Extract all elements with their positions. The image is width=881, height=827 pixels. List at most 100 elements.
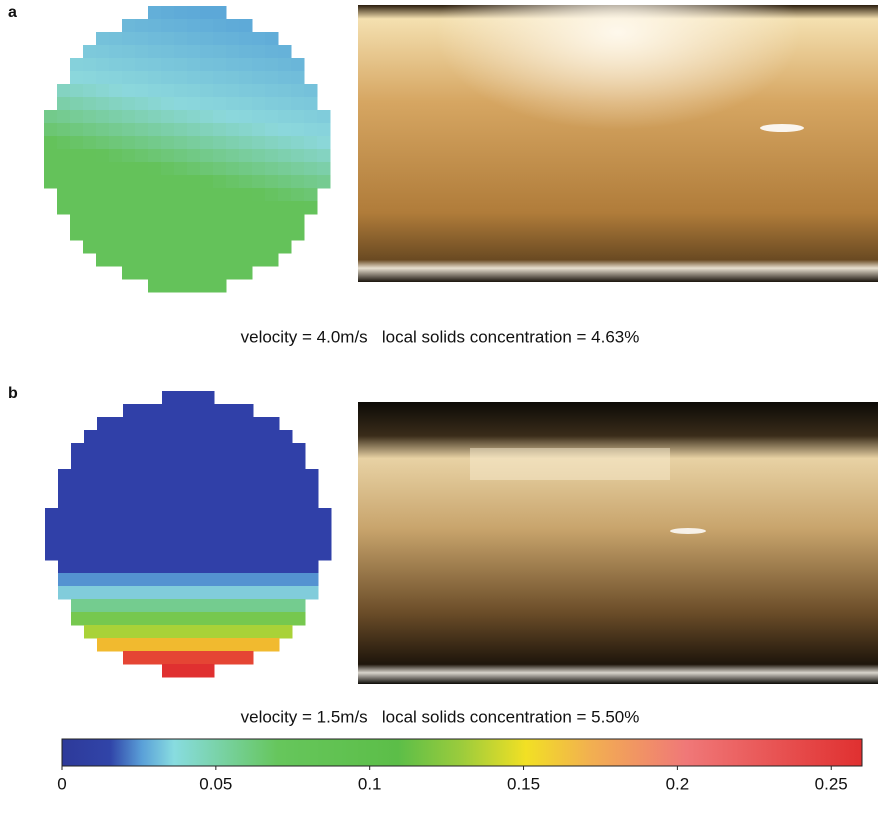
tomography-pixel <box>226 201 240 215</box>
tomography-pixel <box>122 123 136 137</box>
tomography-pixel <box>239 175 253 189</box>
tick-label: 0.2 <box>666 774 690 793</box>
tomography-pixel <box>123 599 137 613</box>
tomography-pixel <box>162 521 176 535</box>
tomography-pixel <box>201 404 215 418</box>
tomography-pixel <box>188 586 202 600</box>
tomography-pixel <box>109 110 123 124</box>
tomography-pixel <box>83 149 97 163</box>
tomography-pixel <box>188 573 202 587</box>
tomography-pixel <box>214 586 228 600</box>
tomography-pixel <box>161 32 175 46</box>
tomography-pixel <box>201 560 215 574</box>
tomography-pixel <box>97 560 111 574</box>
tomography-pixel <box>200 201 214 215</box>
tomography-pixel <box>201 495 215 509</box>
tomography-pixel <box>265 97 279 111</box>
photo-reflection <box>760 124 804 132</box>
tomography-pixel <box>187 97 201 111</box>
tomography-pixel <box>188 430 202 444</box>
tomography-pixel <box>44 149 58 163</box>
tomography-pixel <box>200 149 214 163</box>
tomography-pixel <box>214 521 228 535</box>
tomography-pixel <box>265 71 279 85</box>
tomography-pixel <box>149 456 163 470</box>
tomography-pixel <box>214 456 228 470</box>
tomography-pixel <box>187 6 201 20</box>
tomography-pixel <box>214 508 228 522</box>
tomography-pixel <box>136 560 150 574</box>
tomography-pixel <box>149 521 163 535</box>
tomography-pixel <box>317 175 331 189</box>
tomography-pixel <box>239 188 253 202</box>
tomography-pixel <box>291 149 305 163</box>
tomography-pixel <box>123 612 137 626</box>
tomography-pixel <box>278 240 292 254</box>
tomography-pixel <box>188 612 202 626</box>
tomography-pixel <box>292 521 306 535</box>
tomography-pixel <box>162 508 176 522</box>
tomography-pixel <box>188 664 202 678</box>
tomography-pixel <box>174 71 188 85</box>
tomography-pixel <box>252 149 266 163</box>
tomography-pixel <box>265 32 279 46</box>
tomography-pixel <box>253 534 267 548</box>
tomography-pixel <box>239 240 253 254</box>
tomography-pixel <box>109 188 123 202</box>
tomography-pixel <box>97 469 111 483</box>
tomography-pixel <box>252 45 266 59</box>
tick-label: 0.15 <box>507 774 540 793</box>
tomography-pixel <box>214 560 228 574</box>
tomography-pixel <box>57 123 71 137</box>
tomography-pixel <box>71 521 85 535</box>
tomography-pixel <box>227 534 241 548</box>
tomography-pixel <box>175 469 189 483</box>
photo-glare <box>358 5 878 282</box>
tomography-pixel <box>57 162 71 176</box>
colorbar <box>62 739 862 766</box>
tomography-pixel <box>161 162 175 176</box>
tomography-pixel <box>110 534 124 548</box>
tomography-pixel <box>109 97 123 111</box>
tomography-pixel <box>110 443 124 457</box>
tomography-pixel <box>83 175 97 189</box>
tomography-pixel <box>253 599 267 613</box>
tomography-pixel <box>174 188 188 202</box>
tomography-pixel <box>226 162 240 176</box>
tomography-pixel <box>305 560 319 574</box>
tomography-pixel <box>201 456 215 470</box>
tomography-pixel <box>239 149 253 163</box>
tomography-pixel <box>252 58 266 72</box>
tomography-pixel <box>136 612 150 626</box>
tomography-pixel <box>253 573 267 587</box>
tomography-pixel <box>200 6 214 20</box>
tomography-pixel <box>84 482 98 496</box>
tomography-pixel <box>70 97 84 111</box>
tomography-pixel <box>96 45 110 59</box>
tomography-pixel <box>123 456 137 470</box>
tomography-pixel <box>253 625 267 639</box>
tomography-pixel <box>71 495 85 509</box>
tomography-pixel <box>292 560 306 574</box>
tomography-pixel <box>70 71 84 85</box>
tomography-pixel <box>96 149 110 163</box>
tomography-pixel <box>135 45 149 59</box>
tomography-pixel <box>240 638 254 652</box>
tomography-pixel <box>148 149 162 163</box>
tomography-pixel <box>213 201 227 215</box>
tomography-pixel <box>265 214 279 228</box>
tomography-pixel <box>188 547 202 561</box>
tomography-pixel <box>122 214 136 228</box>
tomography-pixel <box>239 214 253 228</box>
tick-label: 0.1 <box>358 774 382 793</box>
tomography-pixel <box>97 586 111 600</box>
tomography-pixel <box>70 162 84 176</box>
tomography-pixel <box>317 110 331 124</box>
tomography-pixel <box>162 482 176 496</box>
tomography-pixel <box>187 110 201 124</box>
tomography-pixel <box>227 495 241 509</box>
tomography-pixel <box>265 162 279 176</box>
tomography-pixel <box>123 469 137 483</box>
tomography-pixel <box>123 443 137 457</box>
tomography-pixel <box>187 71 201 85</box>
